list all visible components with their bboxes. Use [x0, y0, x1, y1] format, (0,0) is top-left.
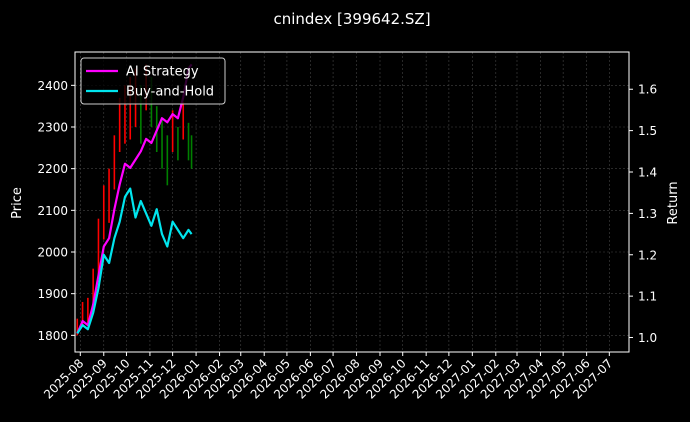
y-axis-left-label: Price	[10, 187, 25, 219]
y-left-tick-label: 2100	[37, 204, 68, 218]
y-left-tick-label: 1800	[37, 329, 68, 343]
y-right-tick-label: 1.0	[638, 331, 657, 345]
y-left-tick-label: 2400	[37, 79, 68, 93]
y-axis-right: 1.0 1.1 1.2 1.3 1.4 1.5 1.6	[629, 83, 657, 345]
y-right-tick-label: 1.4	[638, 166, 657, 180]
legend-box	[80, 57, 226, 105]
y-right-tick-label: 1.2	[638, 248, 657, 262]
y-right-tick-label: 1.5	[638, 124, 657, 138]
y-left-tick-label: 2300	[37, 121, 68, 135]
ai-strategy-line	[76, 63, 193, 334]
x-axis: 2025-082025-092025-102025-112025-122026-…	[41, 352, 615, 402]
y-right-tick-label: 1.1	[638, 290, 657, 304]
y-left-tick-label: 2000	[37, 246, 68, 260]
y-axis-left: 1800 1900 2000 2100 2200 2300 2400	[37, 79, 75, 343]
y-left-tick-label: 2200	[37, 162, 68, 176]
plot-frame	[74, 51, 630, 353]
chart-title: cnindex [399642.SZ]	[273, 10, 430, 28]
buy-and-hold-line	[76, 187, 193, 334]
series-lines	[76, 63, 193, 334]
y-left-tick-label: 1900	[37, 287, 68, 301]
y-right-tick-label: 1.6	[638, 83, 657, 97]
y-axis-right-label: Return	[666, 181, 681, 224]
legend-label-ai-strategy: AI Strategy	[126, 65, 199, 80]
y-right-tick-label: 1.3	[638, 207, 657, 221]
legend-label-buy-and-hold: Buy-and-Hold	[126, 85, 214, 100]
legend: AI Strategy Buy-and-Hold	[80, 57, 226, 105]
